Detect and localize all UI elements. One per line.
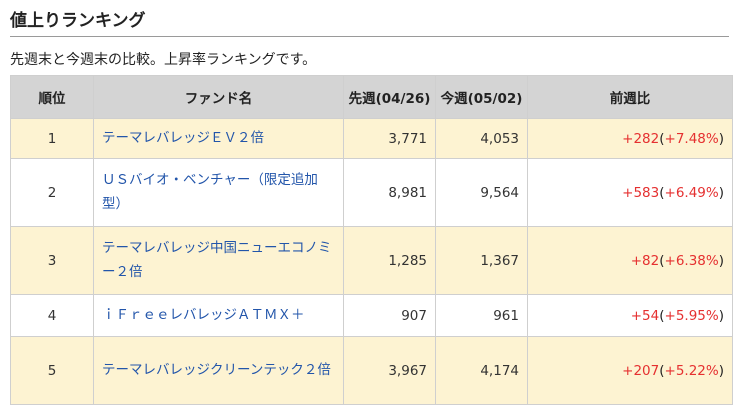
change-pct: +5.95% xyxy=(664,307,719,324)
curr-price-cell: 9,564 xyxy=(435,158,528,227)
change-diff: +82 xyxy=(630,252,660,269)
header-prev: 先週(04/26) xyxy=(343,75,436,119)
fund-link[interactable]: テーマレバレッジＥＶ２倍 xyxy=(102,129,264,146)
fund-link[interactable]: ｉＦｒｅｅレバレッジＡＴＭＸ＋ xyxy=(102,306,305,323)
curr-price-cell: 4,053 xyxy=(435,118,528,159)
change-cell: +54(+5.95%) xyxy=(527,294,733,337)
ranking-table: 順位 ファンド名 先週(04/26) 今週(05/02) 前週比 1 テーマレバ… xyxy=(10,75,733,405)
fund-cell: ｉＦｒｅｅレバレッジＡＴＭＸ＋ xyxy=(93,294,344,337)
ranking-section: 値上りランキング 先週末と今週末の比較。上昇率ランキングです。 順位 ファンド名… xyxy=(10,0,733,405)
table-header-row: 順位 ファンド名 先週(04/26) 今週(05/02) 前週比 xyxy=(10,75,733,119)
change-cell: +82(+6.38%) xyxy=(527,226,733,295)
prev-price-cell: 8,981 xyxy=(343,158,436,227)
change-cell: +207(+5.22%) xyxy=(527,336,733,405)
change-diff: +54 xyxy=(630,307,660,324)
prev-price-cell: 3,771 xyxy=(343,118,436,159)
table-row: 4 ｉＦｒｅｅレバレッジＡＴＭＸ＋ 907 961 +54(+5.95%) xyxy=(10,294,733,337)
fund-cell: ＵＳバイオ・ベンチャー（限定追加型） xyxy=(93,158,344,227)
curr-price-cell: 4,174 xyxy=(435,336,528,405)
header-change: 前週比 xyxy=(527,75,733,119)
curr-price-cell: 961 xyxy=(435,294,528,337)
change-pct: +7.48% xyxy=(664,130,719,147)
rank-cell: 3 xyxy=(10,226,94,295)
header-curr: 今週(05/02) xyxy=(435,75,528,119)
rank-cell: 1 xyxy=(10,118,94,159)
change-pct: +6.49% xyxy=(664,184,719,201)
change-cell: +282(+7.48%) xyxy=(527,118,733,159)
fund-cell: テーマレバレッジＥＶ２倍 xyxy=(93,118,344,159)
prev-price-cell: 907 xyxy=(343,294,436,337)
fund-link[interactable]: テーマレバレッジクリーンテック２倍 xyxy=(102,361,331,378)
section-description: 先週末と今週末の比較。上昇率ランキングです。 xyxy=(10,52,317,68)
fund-cell: テーマレバレッジ中国ニューエコノミー２倍 xyxy=(93,226,344,295)
table-row: 2 ＵＳバイオ・ベンチャー（限定追加型） 8,981 9,564 +583(+6… xyxy=(10,158,733,227)
change-diff: +282 xyxy=(622,130,660,147)
section-title: 値上りランキング xyxy=(10,0,729,37)
prev-price-cell: 3,967 xyxy=(343,336,436,405)
change-pct: +5.22% xyxy=(664,362,719,379)
change-diff: +583 xyxy=(622,184,660,201)
fund-link[interactable]: テーマレバレッジ中国ニューエコノミー２倍 xyxy=(102,239,332,280)
change-pct: +6.38% xyxy=(664,252,719,269)
rank-cell: 5 xyxy=(10,336,94,405)
change-cell: +583(+6.49%) xyxy=(527,158,733,227)
change-diff: +207 xyxy=(622,362,660,379)
fund-cell: テーマレバレッジクリーンテック２倍 xyxy=(93,336,344,405)
rank-cell: 4 xyxy=(10,294,94,337)
fund-link[interactable]: ＵＳバイオ・ベンチャー（限定追加型） xyxy=(102,171,318,212)
curr-price-cell: 1,367 xyxy=(435,226,528,295)
header-fund: ファンド名 xyxy=(93,75,344,119)
header-rank: 順位 xyxy=(10,75,94,119)
table-row: 5 テーマレバレッジクリーンテック２倍 3,967 4,174 +207(+5.… xyxy=(10,336,733,405)
table-row: 3 テーマレバレッジ中国ニューエコノミー２倍 1,285 1,367 +82(+… xyxy=(10,226,733,295)
prev-price-cell: 1,285 xyxy=(343,226,436,295)
table-row: 1 テーマレバレッジＥＶ２倍 3,771 4,053 +282(+7.48%) xyxy=(10,118,733,159)
rank-cell: 2 xyxy=(10,158,94,227)
